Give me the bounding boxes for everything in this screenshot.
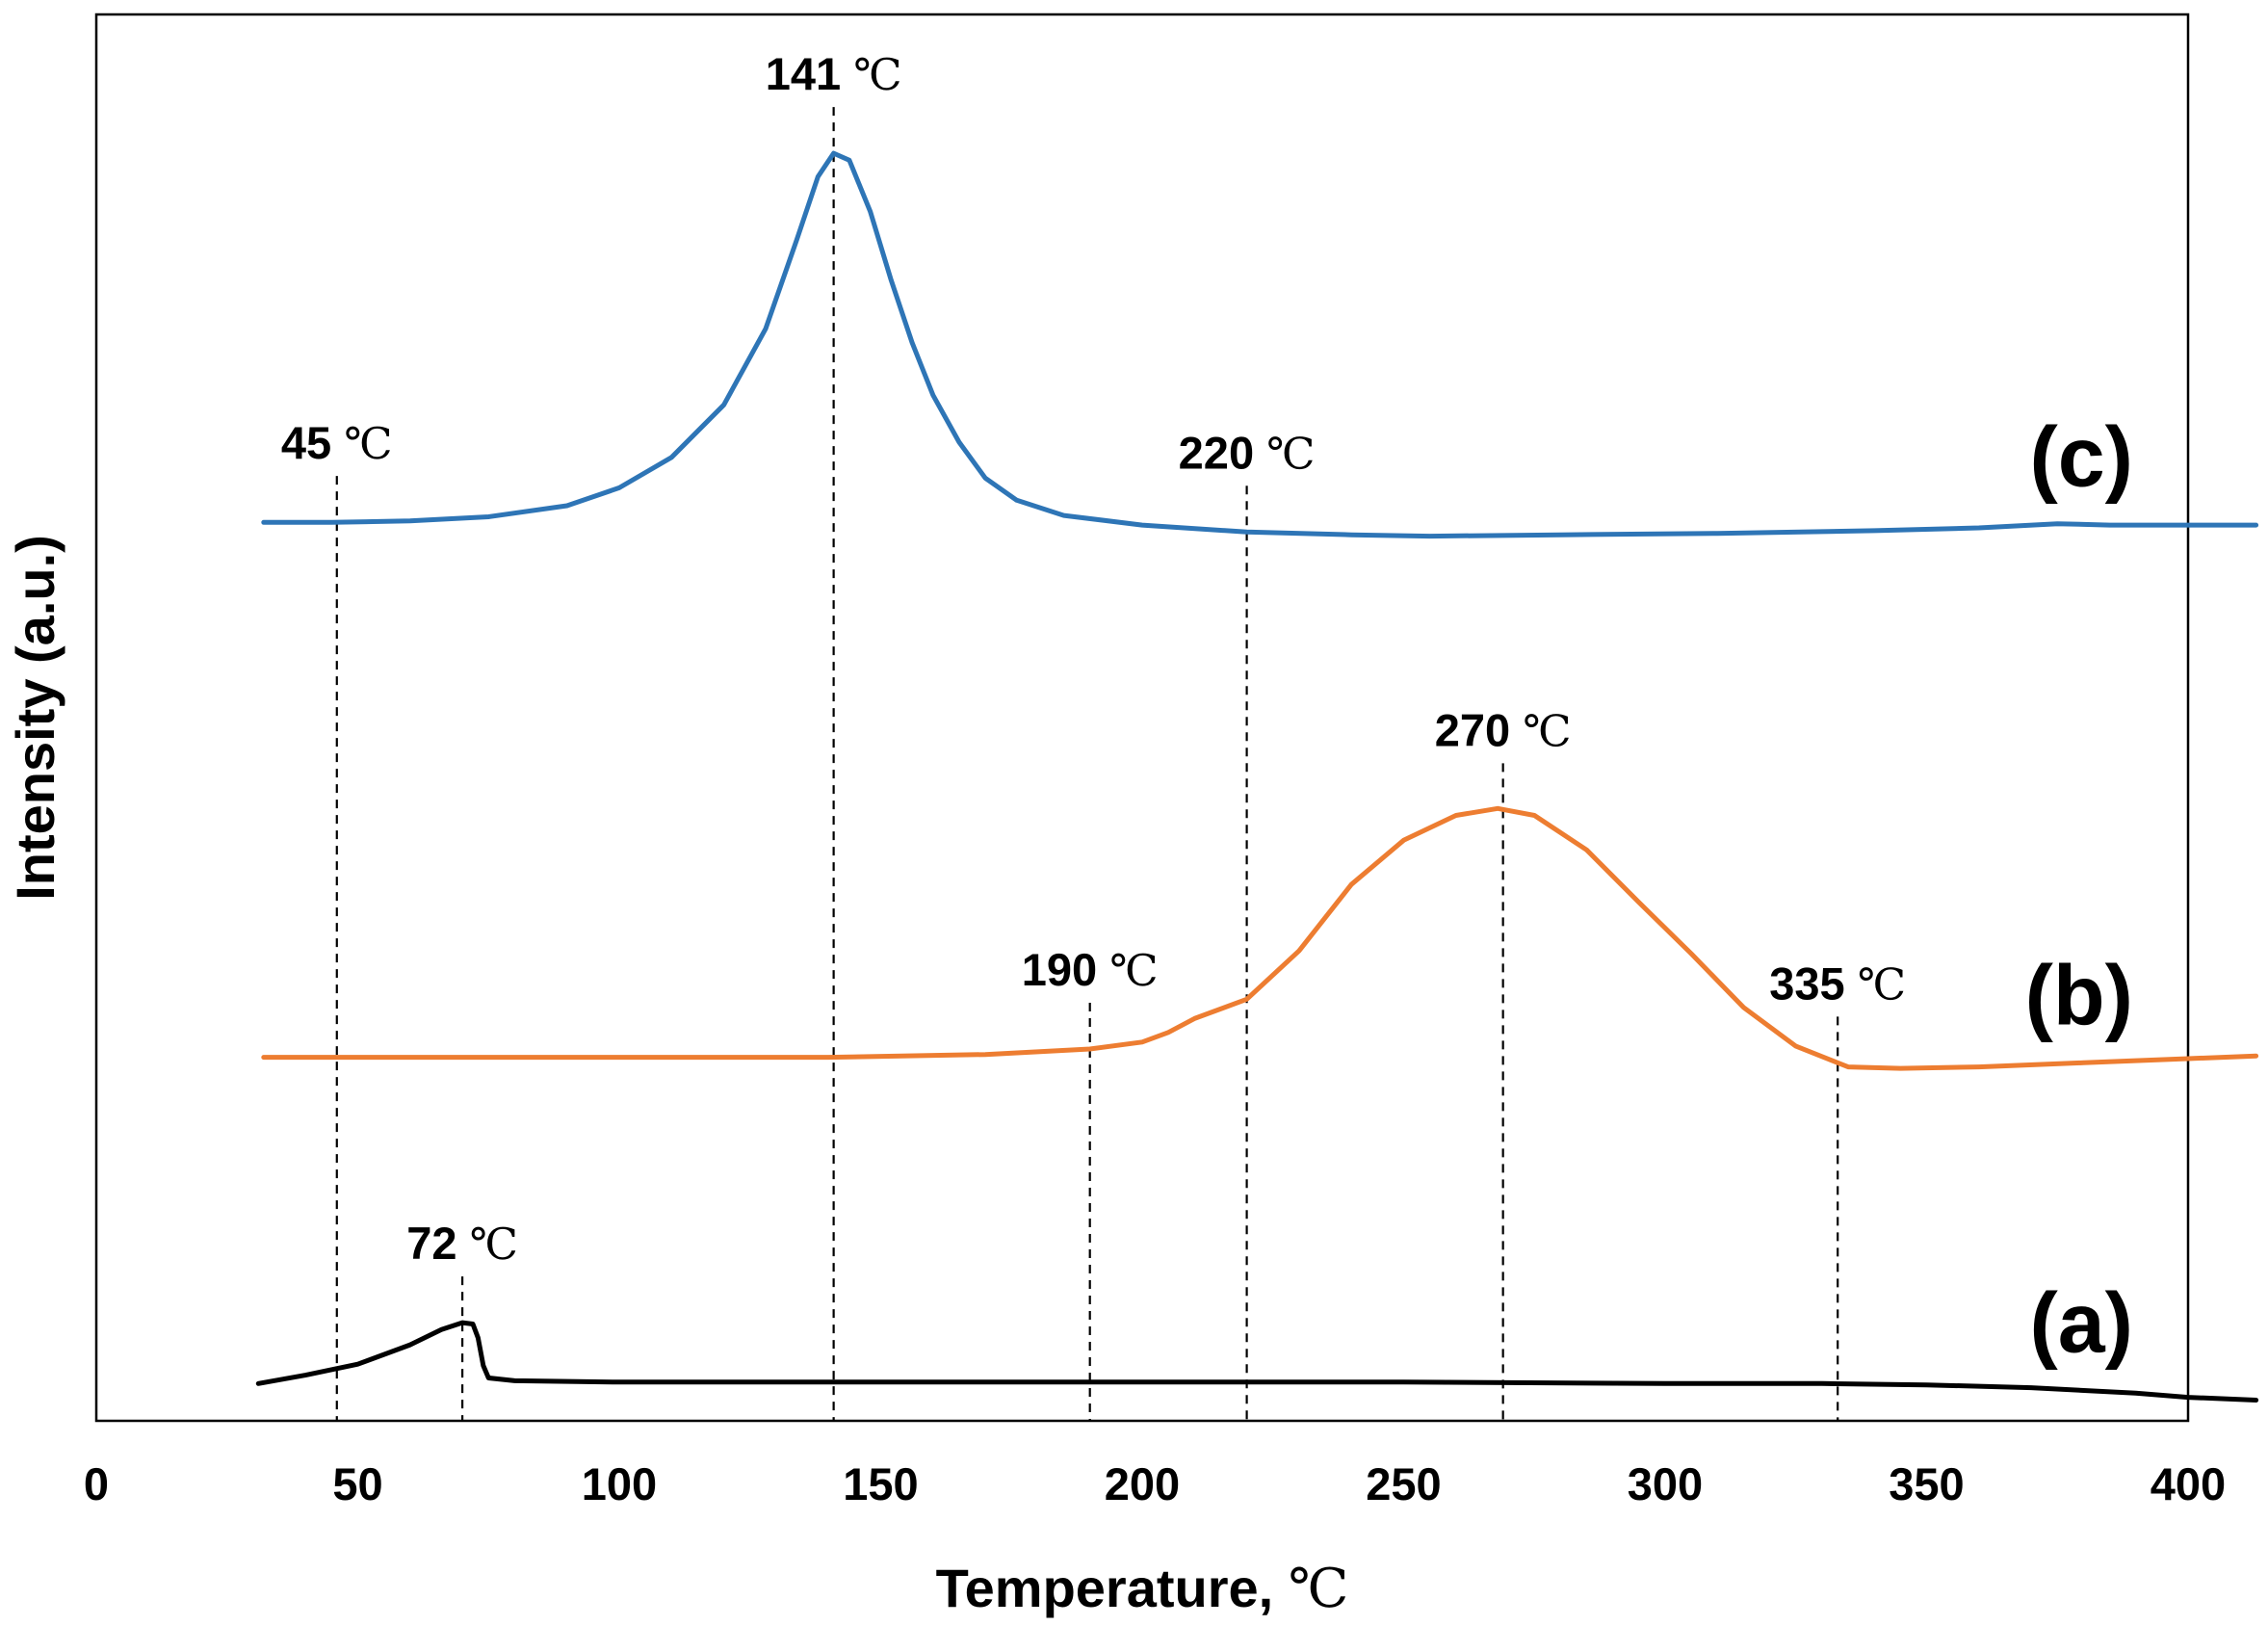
annotation-label-270: 270 ℃ [1435, 704, 1572, 756]
annotation-lines [335, 107, 1839, 1421]
curve-label-b: (b) [2025, 947, 2133, 1042]
x-axis-ticks: 0 50 100 150 200 250 300 350 400 [84, 1458, 2226, 1509]
curve-label-c: (c) [2029, 408, 2133, 504]
plot-area-frame [94, 13, 2190, 1423]
annotation-label-190: 190 ℃ [1022, 944, 1159, 996]
series-line-c [261, 150, 2259, 539]
x-tick-label-50: 50 [332, 1458, 382, 1509]
y-axis-title: Intensity (a.u.) [5, 535, 65, 901]
x-tick-label-150: 150 [843, 1458, 918, 1509]
x-tick-label-250: 250 [1366, 1458, 1441, 1509]
curve-label-a: (a) [2029, 1274, 2133, 1370]
annotation-label-45: 45 ℃ [281, 417, 393, 469]
series-line-a [255, 1320, 2259, 1403]
annotation-label-72: 72 ℃ [406, 1218, 518, 1270]
data-curves [255, 150, 2259, 1403]
x-tick-label-200: 200 [1105, 1458, 1180, 1509]
curve-labels: (c) (b) (a) [2025, 408, 2133, 1370]
annotation-labels: 45 ℃ 141 ℃ 220 ℃ 190 ℃ 270 ℃ 335 ℃ 72 ℃ [281, 48, 1906, 1270]
x-tick-label-350: 350 [1889, 1458, 1964, 1509]
x-tick-label-0: 0 [84, 1458, 109, 1509]
annotation-label-220: 220 ℃ [1179, 427, 1316, 479]
x-tick-label-100: 100 [582, 1458, 657, 1509]
series-line-b [261, 805, 2259, 1071]
x-axis-title: Temperature, ℃ [936, 1558, 1349, 1620]
x-tick-label-300: 300 [1628, 1458, 1703, 1509]
annotation-label-335: 335 ℃ [1769, 957, 1906, 1010]
annotation-label-141: 141 ℃ [766, 48, 902, 100]
x-tick-label-400: 400 [2151, 1458, 2226, 1509]
